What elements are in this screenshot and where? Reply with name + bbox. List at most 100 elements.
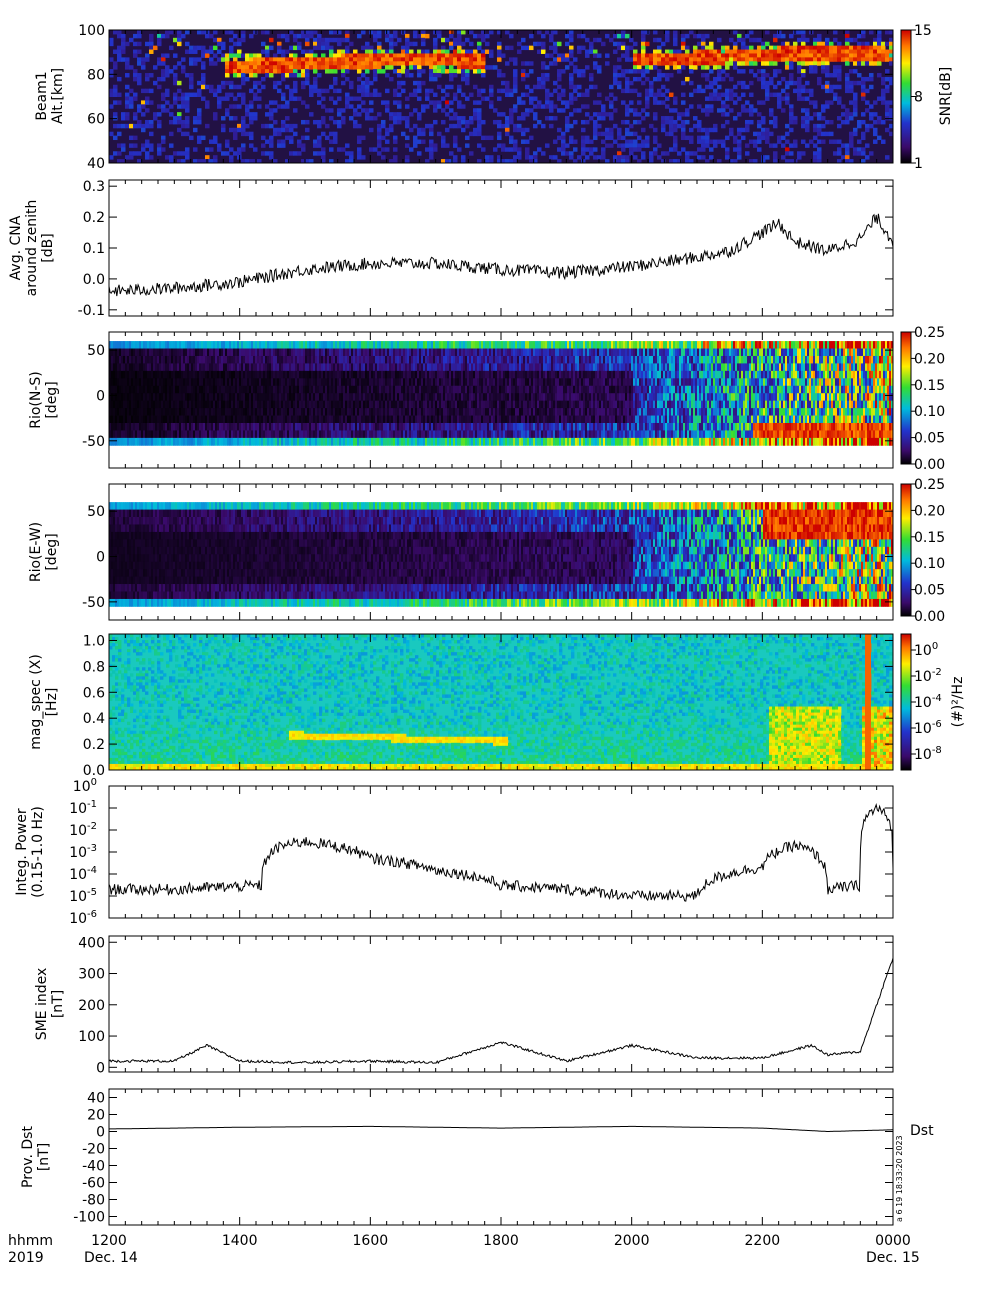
heatmap-cell — [561, 131, 566, 137]
heatmap-cell — [223, 378, 226, 387]
heatmap-cell — [885, 127, 890, 133]
heatmap-cell — [145, 437, 148, 446]
heatmap-cell — [373, 430, 376, 439]
heatmap-cell — [149, 147, 154, 152]
heatmap-cell — [121, 400, 124, 409]
heatmap-cell — [301, 119, 306, 125]
heatmap-cell — [561, 69, 566, 74]
heatmap-cell — [377, 400, 380, 409]
heatmap-cell — [201, 45, 206, 51]
heatmap-cell — [279, 437, 282, 446]
heatmap-cell — [153, 415, 156, 424]
heatmap-cell — [505, 119, 510, 125]
heatmap-cell — [145, 143, 150, 148]
heatmap-cell — [797, 57, 802, 62]
heatmap-cell — [645, 143, 650, 148]
heatmap-cell — [237, 400, 240, 409]
heatmap-cell — [217, 370, 220, 379]
heatmap-cell — [189, 57, 194, 62]
heatmap-cell — [845, 61, 850, 66]
heatmap-cell — [283, 385, 286, 394]
heatmap-cell — [197, 135, 202, 141]
heatmap-cell — [109, 131, 114, 137]
heatmap-cell — [397, 422, 400, 431]
heatmap-cell — [741, 104, 746, 109]
heatmap-cell — [685, 159, 690, 164]
heatmap-cell — [817, 76, 822, 82]
heatmap-cell — [141, 127, 146, 133]
heatmap-cell — [357, 147, 362, 152]
heatmap-cell — [361, 393, 364, 402]
heatmap-cell — [813, 41, 818, 47]
heatmap-cell — [111, 415, 114, 424]
heatmap-cell — [541, 41, 546, 47]
heatmap-cell — [773, 49, 778, 54]
heatmap-cell — [353, 123, 358, 129]
heatmap-cell — [669, 108, 674, 113]
heatmap-cell — [343, 348, 346, 357]
heatmap-cell — [885, 41, 890, 47]
heatmap-cell — [149, 348, 152, 357]
heatmap-cell — [153, 363, 156, 372]
heatmap-cell — [193, 370, 196, 379]
heatmap-cell — [293, 33, 298, 39]
heatmap-cell — [333, 408, 336, 416]
heatmap-cell — [195, 378, 198, 387]
heatmap-cell — [369, 147, 374, 152]
heatmap-cell — [229, 415, 232, 424]
heatmap-cell — [341, 408, 344, 416]
heatmap-cell — [757, 37, 762, 43]
heatmap-cell — [405, 393, 408, 402]
heatmap-cell — [359, 437, 362, 446]
heatmap-cell — [381, 355, 384, 364]
heatmap-cell — [645, 88, 650, 94]
heatmap-cell — [147, 385, 150, 394]
heatmap-cell — [689, 139, 694, 144]
heatmap-cell — [227, 422, 230, 431]
heatmap-cell — [213, 408, 216, 416]
heatmap-cell — [749, 49, 754, 54]
heatmap-cell — [177, 151, 182, 156]
heatmap-cell — [333, 415, 336, 424]
heatmap-cell — [233, 131, 238, 137]
heatmap-cell — [209, 385, 212, 394]
heatmap-cell — [465, 123, 470, 129]
heatmap-cell — [733, 139, 738, 144]
heatmap-cell — [469, 57, 474, 62]
heatmap-cell — [113, 88, 118, 94]
heatmap-cell — [217, 378, 220, 387]
heatmap-cell — [333, 378, 336, 387]
heatmap-cell — [393, 69, 398, 74]
heatmap-cell — [493, 108, 498, 113]
heatmap-cell — [449, 151, 454, 156]
heatmap-cell — [845, 30, 850, 35]
heatmap-cell — [621, 53, 626, 58]
heatmap-cell — [201, 348, 204, 357]
heatmap-cell — [561, 92, 566, 97]
heatmap-cell — [185, 355, 188, 364]
heatmap-cell — [657, 73, 662, 78]
heatmap-cell — [233, 341, 236, 349]
heatmap-cell — [259, 363, 262, 372]
heatmap-cell — [605, 112, 610, 117]
heatmap-cell — [401, 131, 406, 137]
heatmap-cell — [621, 73, 626, 78]
heatmap-cell — [381, 430, 384, 439]
heatmap-cell — [869, 73, 874, 78]
heatmap-cell — [291, 378, 294, 387]
heatmap-cell — [321, 116, 326, 121]
heatmap-cell — [401, 385, 404, 394]
heatmap-cell — [461, 155, 466, 160]
heatmap-cell — [335, 430, 338, 439]
heatmap-cell — [689, 65, 694, 70]
heatmap-cell — [673, 33, 678, 39]
heatmap-cell — [309, 422, 312, 431]
heatmap-cell — [121, 143, 126, 148]
heatmap-cell — [365, 400, 368, 409]
heatmap-cell — [237, 37, 242, 43]
heatmap-cell — [537, 100, 542, 105]
heatmap-cell — [207, 400, 210, 409]
heatmap-cell — [381, 378, 384, 387]
heatmap-cell — [565, 65, 570, 70]
heatmap-cell — [191, 393, 194, 402]
